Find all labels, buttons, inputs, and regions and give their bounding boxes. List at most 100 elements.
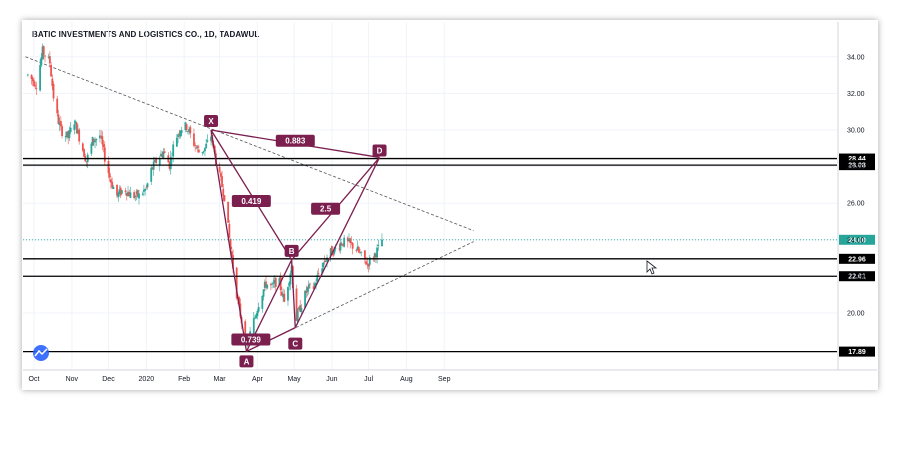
candle-body <box>188 129 190 132</box>
ratio-label: 0.739 <box>241 336 262 345</box>
candle-body <box>280 291 283 296</box>
level-price-tag <box>839 160 875 171</box>
candle-body <box>312 286 315 289</box>
candle-body <box>365 261 368 265</box>
candle-body <box>40 57 43 66</box>
x-tick-label: Dec <box>102 376 115 383</box>
candle-body <box>102 144 105 148</box>
candle-body <box>323 260 326 262</box>
candle-body <box>119 187 122 196</box>
candle-body <box>142 189 145 192</box>
candle-body <box>103 147 106 162</box>
pattern-point-label: A <box>244 357 250 366</box>
candle-body <box>373 253 376 258</box>
candle-body <box>172 144 175 157</box>
candle-body <box>59 120 62 127</box>
candle-body <box>376 247 379 258</box>
candle-body <box>262 289 265 297</box>
x-tick-label: 2020 <box>139 376 155 383</box>
candle-body <box>50 64 52 77</box>
candle-body <box>118 189 121 194</box>
tradingview-logo <box>33 345 49 361</box>
y-tick-label: 34.00 <box>847 54 865 61</box>
candle-body <box>196 146 199 148</box>
candle-body <box>34 85 37 87</box>
candle-body <box>95 139 98 141</box>
pattern-point-label: X <box>208 117 214 126</box>
level-price-label: 28.44 <box>848 156 866 163</box>
candle-body <box>133 192 136 199</box>
x-tick-label: Aug <box>400 376 413 383</box>
level-price-label: 22.01 <box>848 274 866 281</box>
candle-body <box>274 277 277 287</box>
ratio-label: 0.419 <box>241 197 262 206</box>
y-tick-label: 28.00 <box>847 164 865 171</box>
candle-body <box>178 134 181 135</box>
ratio-label: 0.883 <box>285 137 306 146</box>
candle-body <box>257 306 260 312</box>
candle-body <box>333 247 336 254</box>
candle-body <box>30 74 33 79</box>
candle-body <box>134 195 137 198</box>
candle-body <box>201 151 204 153</box>
candle-body <box>273 279 276 284</box>
y-tick-label: 30.00 <box>847 128 865 135</box>
candle-body <box>313 283 316 288</box>
extras <box>33 260 658 361</box>
candle-body <box>108 173 111 178</box>
candle-body <box>189 127 192 134</box>
candle-body <box>235 267 238 299</box>
candle-body <box>272 283 275 284</box>
candle-body <box>204 147 206 152</box>
candle-body <box>334 247 337 249</box>
candle-body <box>117 193 120 198</box>
pattern-point-badge <box>204 115 219 127</box>
candle-body <box>329 248 332 257</box>
candle-body <box>351 242 354 249</box>
candle-body <box>58 122 61 125</box>
candle-body <box>298 307 300 310</box>
candle-body <box>316 274 319 282</box>
candle-body <box>238 297 241 305</box>
candle-body <box>112 186 115 190</box>
candle-body <box>74 121 77 124</box>
candle-body <box>138 193 140 199</box>
candle-body <box>128 192 131 197</box>
candle-body <box>229 238 232 250</box>
candle-body <box>100 135 103 137</box>
candle-body <box>127 191 129 196</box>
chart-frame <box>22 20 878 390</box>
candle-body <box>304 290 306 309</box>
candle-body <box>322 262 325 268</box>
pattern-point-label: D <box>377 146 383 155</box>
candle-body <box>339 242 342 251</box>
candle-body <box>324 261 327 262</box>
pattern-leg <box>246 327 296 353</box>
candle-body <box>44 55 46 57</box>
candle-body <box>205 143 208 149</box>
candle-body <box>363 250 366 260</box>
candle-body <box>206 140 209 142</box>
x-tick-label: Jul <box>364 376 373 383</box>
candle-body <box>350 242 353 244</box>
candle-body <box>31 78 34 82</box>
candle-body <box>94 140 96 143</box>
candle-body <box>263 282 266 288</box>
candle-body <box>210 136 212 142</box>
candle-body <box>255 314 258 318</box>
pattern-point-badge <box>372 144 387 157</box>
x-tick-label: Mar <box>214 376 227 383</box>
candle-body <box>141 193 144 195</box>
y-tick-label: 24.00 <box>847 237 865 244</box>
candle-body <box>307 284 310 289</box>
candle-body <box>296 310 299 323</box>
candle-body <box>256 310 259 317</box>
candle-body <box>68 130 71 139</box>
y-tick-label: 22.00 <box>847 274 865 281</box>
candle-body <box>232 255 234 269</box>
candle-body <box>158 157 161 166</box>
candle-body <box>282 293 284 298</box>
pattern-point-label: C <box>292 340 298 349</box>
candle-body <box>288 282 291 287</box>
